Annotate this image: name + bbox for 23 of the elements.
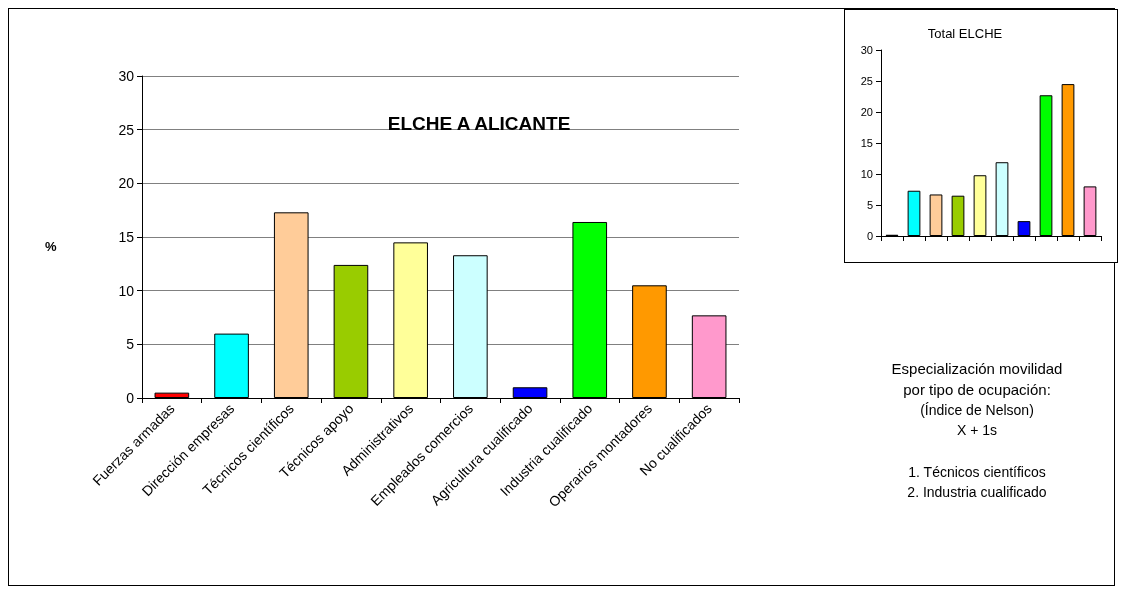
y-tick-label: 5 [126, 336, 135, 353]
text: 2. Industria cualificado [907, 484, 1047, 500]
text: 1. Técnicos científicos [908, 464, 1046, 480]
y-tick-label: 10 [118, 282, 135, 299]
y-tick-label: 20 [118, 175, 135, 192]
y-tick-label: 15 [860, 137, 873, 149]
y-axis-title: % [45, 239, 57, 254]
text: X + 1s [956, 422, 998, 438]
text: (Índice de Nelson) [920, 402, 1034, 418]
text: ELCHE A ALICANTE [387, 113, 571, 134]
chart-title: Total ELCHE [927, 26, 1003, 41]
text: Especialización movilidad [891, 360, 1063, 377]
y-tick-label: 0 [866, 230, 873, 242]
y-tick-label: 30 [860, 44, 873, 56]
y-tick-label: 25 [860, 75, 873, 87]
y-tick-label: 10 [860, 168, 873, 180]
y-tick-label: 25 [118, 121, 135, 138]
y-tick-label: 5 [866, 199, 873, 211]
y-tick-label: 0 [126, 390, 135, 406]
y-tick-label: 30 [118, 68, 135, 84]
text: por tipo de ocupación: [903, 381, 1051, 398]
y-tick-label: 15 [118, 229, 135, 245]
y-tick-label: 20 [860, 106, 873, 118]
